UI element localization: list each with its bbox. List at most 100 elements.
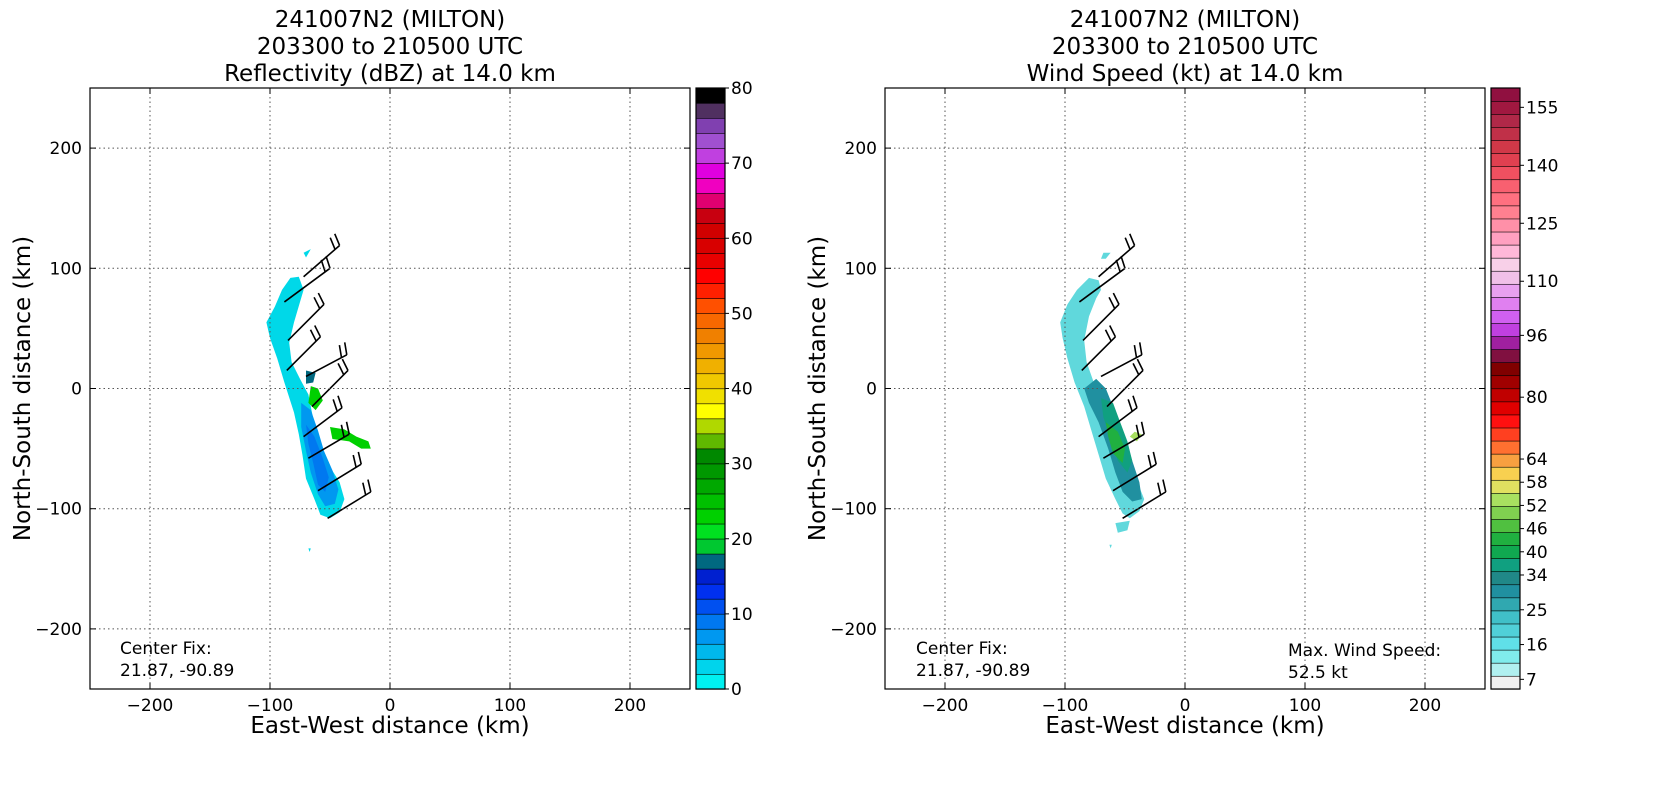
max-wind-label: Max. Wind Speed: <box>1288 641 1441 661</box>
wind-barb-staff <box>1112 463 1157 492</box>
wind-barb <box>1098 233 1136 278</box>
y-axis-label: North-South distance (km) <box>10 236 36 541</box>
wind-barb-staff <box>1102 433 1145 459</box>
colorbar-segment <box>1490 584 1521 599</box>
colorbar-tick-label: 96 <box>1526 326 1548 346</box>
colorbar-segment <box>1490 139 1521 154</box>
colorbar-segment <box>695 298 726 314</box>
x-tick-label: 0 <box>1180 696 1191 716</box>
colorbar-segment <box>695 358 726 375</box>
wind-barb <box>1106 358 1144 408</box>
wind-barb <box>303 233 341 278</box>
colorbar-segment <box>1490 244 1521 259</box>
wind-barb-feather <box>1162 479 1167 493</box>
x-tick-label: −200 <box>922 696 969 716</box>
x-tick-label: 200 <box>614 696 646 716</box>
colorbar-segment <box>695 553 726 570</box>
wind-barb-feather <box>367 479 372 493</box>
wind-barb-staff <box>1098 407 1138 438</box>
wind-barb-feather <box>1124 237 1131 250</box>
colorbar-segment <box>695 328 726 345</box>
wind-barb-feather <box>332 399 338 412</box>
colorbar-segment <box>695 628 726 645</box>
wind-barb-feather <box>1127 399 1133 412</box>
colorbar-segment <box>1490 518 1521 533</box>
wind-barb-feather <box>1132 363 1140 376</box>
y-tick-label: 200 <box>50 139 82 159</box>
wind-barb <box>1082 292 1120 341</box>
colorbar-segment <box>695 463 726 480</box>
colorbar-segment <box>1490 636 1521 651</box>
data-region <box>308 548 311 552</box>
wind-barb-feather <box>1157 482 1162 496</box>
wind-barb-staff <box>286 336 321 372</box>
colorbar-segment <box>1490 283 1521 298</box>
x-tick-label: −200 <box>127 696 174 716</box>
colorbar-segment <box>695 508 726 525</box>
center-fix-value: 21.87, -90.89 <box>916 661 1030 681</box>
wind-barb-feather <box>1129 233 1136 246</box>
colorbar-segment <box>695 252 726 269</box>
colorbar-segment <box>695 102 726 119</box>
wind-barb-staff <box>303 244 341 278</box>
colorbar-tick-label: 70 <box>731 154 753 174</box>
chart-title-line: 241007N2 (MILTON) <box>1070 7 1301 33</box>
colorbar-segment <box>1490 153 1521 168</box>
x-tick-label: −100 <box>1042 696 1089 716</box>
data-region <box>1105 422 1125 463</box>
colorbar-segment <box>695 643 726 660</box>
wind-barb-feather <box>1109 325 1117 338</box>
wind-barb-feather <box>313 296 321 309</box>
colorbar-segment <box>695 177 726 194</box>
wind-barb-staff <box>305 354 348 378</box>
wind-barb-staff <box>1098 244 1136 278</box>
wind-barb-staff <box>1082 303 1120 341</box>
wind-barb-staff <box>317 463 362 492</box>
wind-barb-feather <box>357 451 362 465</box>
colorbar-tick-label: 34 <box>1526 566 1548 586</box>
colorbar-tick-label: 7 <box>1526 670 1537 690</box>
y-tick-label: −200 <box>35 620 82 640</box>
colorbar-segment <box>695 538 726 555</box>
wind-barb-feather <box>1108 296 1116 309</box>
colorbar-segment <box>1490 296 1521 311</box>
colorbar-segment <box>1490 231 1521 246</box>
colorbar-segment <box>1490 505 1521 520</box>
data-region <box>1115 520 1130 533</box>
wind-barb-feather <box>1136 358 1144 371</box>
colorbar-tick-label: 64 <box>1526 450 1548 470</box>
colorbar-segment <box>1490 649 1521 664</box>
x-tick-label: 100 <box>1289 696 1321 716</box>
wind-barb <box>305 342 348 378</box>
colorbar-tick-label: 25 <box>1526 601 1548 621</box>
colorbar-segment <box>695 673 726 690</box>
colorbar-segment <box>1490 113 1521 128</box>
colorbar-segment <box>695 658 726 675</box>
reflectivity-panel: 241007N2 (MILTON)203300 to 210500 UTCRef… <box>10 7 753 739</box>
y-tick-label: 100 <box>845 259 877 279</box>
colorbar-tick-label: 16 <box>1526 636 1548 656</box>
y-tick-label: −200 <box>830 620 877 640</box>
colorbar-segment <box>1490 623 1521 638</box>
colorbar-tick-label: 20 <box>731 530 753 550</box>
x-axis-label: East-West distance (km) <box>250 713 529 739</box>
chart-title-line: 203300 to 210500 UTC <box>257 34 523 60</box>
colorbar-segment <box>1490 166 1521 181</box>
wind-barb-staff <box>283 267 331 303</box>
colorbar-tick-label: 110 <box>1526 272 1558 292</box>
colorbar-segment <box>695 132 726 149</box>
colorbar-tick-label: 10 <box>731 605 753 625</box>
wind-barb-staff <box>1122 491 1167 519</box>
y-tick-label: 0 <box>866 380 877 400</box>
colorbar-segment <box>1490 87 1521 102</box>
colorbar-segment <box>1490 192 1521 207</box>
colorbar-tick-label: 40 <box>1526 543 1548 563</box>
data-region <box>306 424 329 492</box>
colorbar-segment <box>1490 375 1521 390</box>
colorbar-segment <box>1490 453 1521 468</box>
y-tick-label: −100 <box>830 500 877 520</box>
colorbar-tick-label: 46 <box>1526 520 1548 540</box>
wind-barb <box>1100 342 1143 378</box>
colorbar-tick-label: 0 <box>731 680 742 700</box>
